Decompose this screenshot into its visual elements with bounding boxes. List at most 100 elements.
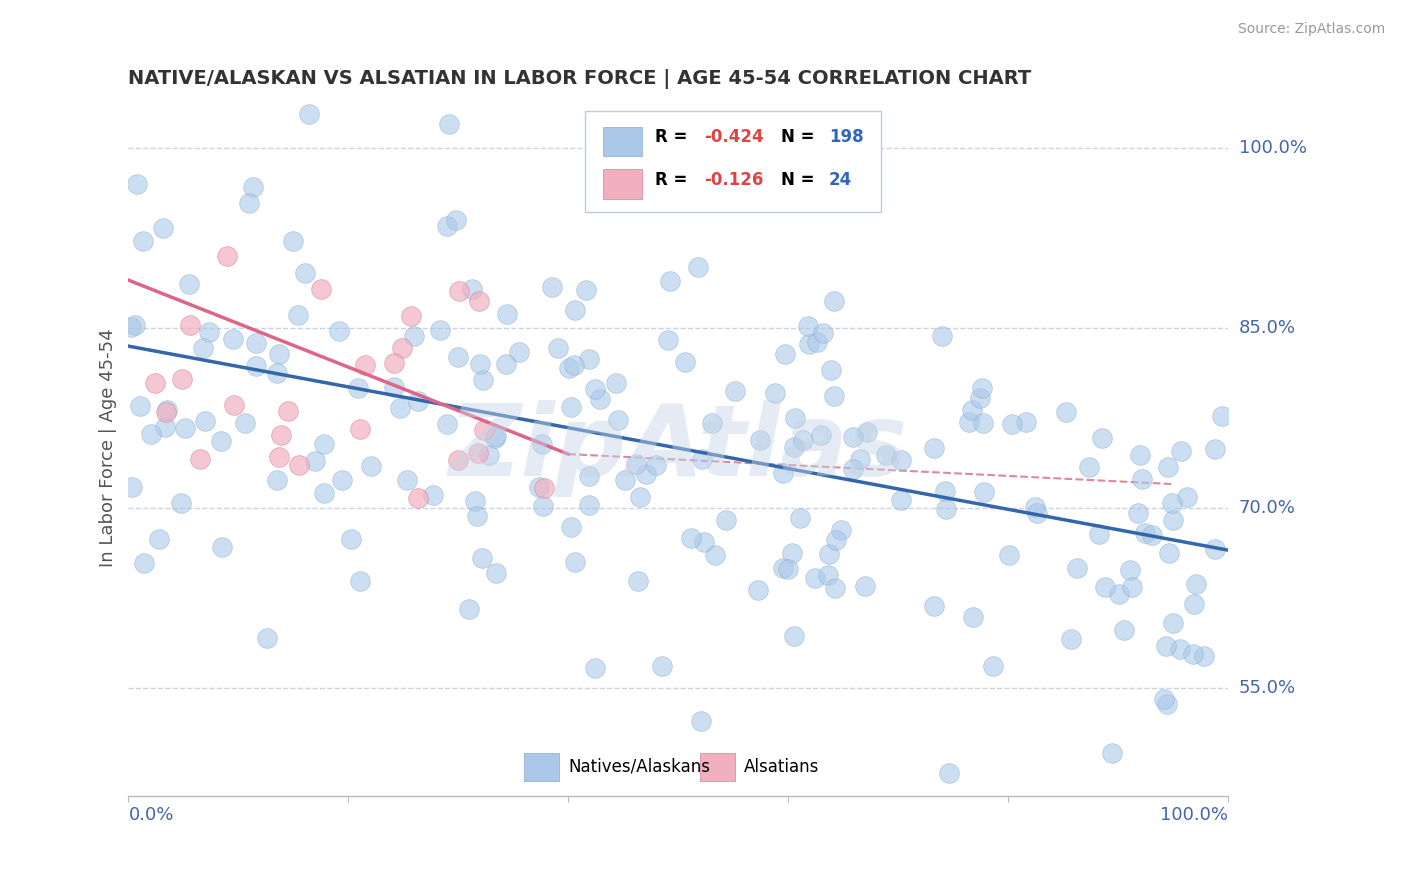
Point [288, 458, 311, 472]
Point [406, 491, 429, 505]
Point [690, 452, 713, 467]
Point [957, 415, 980, 429]
Point [1182, 597, 1205, 611]
Point [1060, 632, 1083, 646]
Point [191, 342, 214, 356]
Point [1161, 513, 1184, 527]
Point [382, 356, 405, 370]
Point [692, 534, 714, 549]
Point [1108, 587, 1130, 601]
Text: N =: N = [782, 171, 821, 189]
Point [804, 571, 827, 585]
Point [141, 427, 163, 442]
Text: -0.424: -0.424 [704, 128, 763, 145]
Point [1161, 616, 1184, 631]
Point [256, 631, 278, 645]
Point [1156, 698, 1178, 712]
Point [626, 574, 648, 589]
Point [270, 428, 292, 442]
FancyBboxPatch shape [603, 169, 641, 199]
Point [127, 178, 149, 192]
Point [1014, 415, 1036, 429]
Point [485, 428, 508, 442]
Point [530, 437, 553, 451]
Point [799, 337, 821, 351]
Point [825, 533, 848, 547]
Point [716, 513, 738, 527]
Point [818, 547, 841, 561]
Text: NATIVE/ALASKAN VS ALSATIAN IN LABOR FORCE | AGE 45-54 CORRELATION CHART: NATIVE/ALASKAN VS ALSATIAN IN LABOR FORC… [128, 69, 1032, 88]
Point [1204, 442, 1226, 456]
Point [277, 404, 299, 418]
Point [129, 399, 152, 413]
Text: 70.0%: 70.0% [1239, 500, 1295, 517]
Point [121, 480, 143, 494]
Point [406, 393, 429, 408]
Point [143, 376, 166, 390]
Point [298, 106, 321, 120]
Point [242, 179, 264, 194]
Point [134, 556, 156, 570]
Point [613, 473, 636, 487]
Point [773, 347, 796, 361]
Point [170, 496, 193, 510]
Point [763, 385, 786, 400]
Point [970, 381, 993, 395]
Point [404, 329, 426, 343]
Point [702, 416, 724, 430]
Point [823, 294, 845, 309]
Point [422, 488, 444, 502]
FancyBboxPatch shape [700, 753, 735, 780]
Point [1026, 506, 1049, 520]
Point [605, 376, 627, 390]
Point [673, 355, 696, 369]
Point [1170, 642, 1192, 657]
Point [339, 532, 361, 546]
Point [679, 531, 702, 545]
Point [772, 466, 794, 480]
Point [578, 351, 600, 366]
Point [645, 458, 668, 472]
Point [1175, 490, 1198, 504]
Point [170, 372, 193, 386]
Point [607, 413, 630, 427]
Point [704, 548, 727, 562]
Point [875, 449, 897, 463]
Point [472, 423, 495, 437]
Point [294, 266, 316, 280]
Point [547, 341, 569, 355]
Point [772, 560, 794, 574]
Point [973, 484, 995, 499]
Point [1156, 639, 1178, 653]
Point [312, 437, 335, 451]
Text: R =: R = [655, 171, 693, 189]
Point [997, 548, 1019, 562]
Point [245, 336, 267, 351]
Point [558, 361, 581, 376]
Point [1211, 409, 1233, 423]
Point [360, 458, 382, 473]
Point [508, 345, 530, 359]
Text: 0.0%: 0.0% [128, 805, 174, 823]
Point [960, 403, 983, 417]
Point [1185, 577, 1208, 591]
Point [496, 307, 519, 321]
Point [583, 661, 606, 675]
Point [724, 384, 747, 399]
Point [266, 366, 288, 380]
Point [783, 629, 806, 643]
Point [578, 468, 600, 483]
Point [436, 417, 458, 432]
Point [806, 334, 828, 349]
Point [211, 540, 233, 554]
Point [776, 562, 799, 576]
Point [817, 568, 839, 582]
Point [429, 323, 451, 337]
Point [1101, 746, 1123, 760]
Point [1192, 649, 1215, 664]
Point [564, 555, 586, 569]
Point [467, 446, 489, 460]
Point [465, 508, 488, 523]
Point [686, 260, 709, 275]
Point [461, 282, 484, 296]
